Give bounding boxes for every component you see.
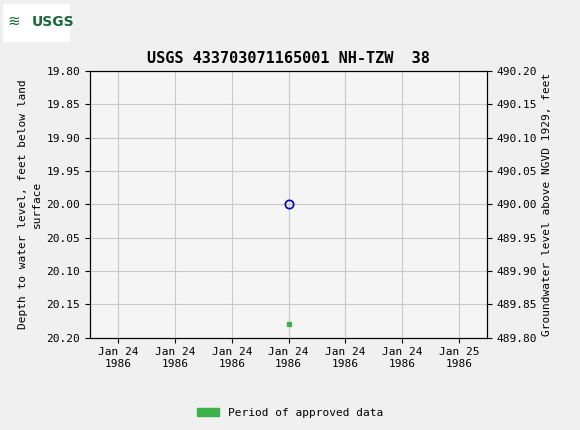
Legend: Period of approved data: Period of approved data [193,403,387,422]
Text: USGS: USGS [32,15,74,29]
Y-axis label: Depth to water level, feet below land
surface: Depth to water level, feet below land su… [18,80,42,329]
Text: ≋: ≋ [7,14,20,29]
Y-axis label: Groundwater level above NGVD 1929, feet: Groundwater level above NGVD 1929, feet [542,73,552,336]
FancyBboxPatch shape [3,3,70,42]
Title: USGS 433703071165001 NH-TZW  38: USGS 433703071165001 NH-TZW 38 [147,51,430,66]
